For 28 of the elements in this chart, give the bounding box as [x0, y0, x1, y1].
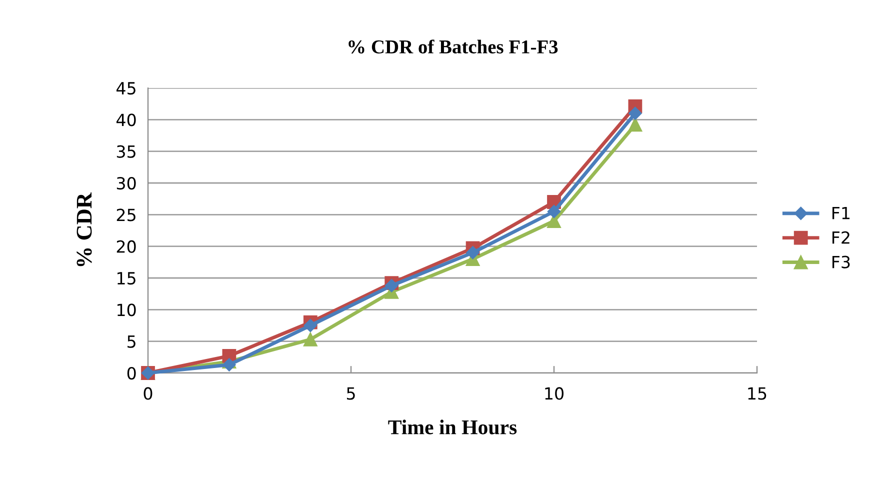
point — [628, 118, 642, 132]
x-tick-label: 15 — [748, 387, 766, 400]
point — [303, 332, 318, 346]
y-tick-label: 30 — [116, 176, 136, 190]
legend-label: F3 — [832, 256, 850, 268]
y-axis-title: % CDR — [76, 192, 92, 266]
y-tick-label: 25 — [116, 208, 136, 222]
x-tick-label: 10 — [545, 387, 564, 400]
x-tick-label: 5 — [346, 387, 355, 400]
y-tick-label: 40 — [116, 114, 136, 126]
x-axis-title: Time in Hours — [388, 420, 517, 434]
x-tick-label: 0 — [144, 387, 152, 400]
point — [385, 279, 398, 292]
point — [628, 106, 642, 120]
y-tick-label: 10 — [118, 304, 136, 316]
legend-label: F1 — [832, 207, 850, 220]
point — [547, 204, 561, 218]
point — [222, 358, 236, 372]
y-tick-label: 35 — [116, 145, 136, 158]
y-tick-label: 0 — [127, 366, 136, 380]
y-tick-label: 20 — [116, 240, 136, 253]
chart-title: % CDR of Batches F1-F3 — [348, 40, 558, 54]
point — [304, 318, 317, 332]
y-tick-label: 45 — [116, 82, 136, 95]
y-tick-label: 5 — [128, 336, 136, 348]
point — [466, 246, 480, 260]
legend-label: F2 — [832, 231, 850, 244]
y-tick-label: 15 — [118, 272, 136, 285]
